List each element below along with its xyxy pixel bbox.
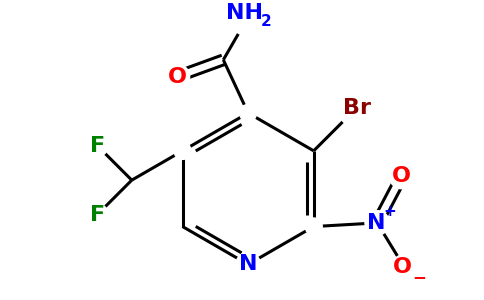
Circle shape [390,164,414,189]
Circle shape [365,211,390,235]
Text: O: O [168,67,187,86]
Text: N: N [367,213,385,233]
Circle shape [174,142,191,159]
Text: F: F [90,136,105,156]
Text: −: − [412,268,425,286]
Text: NH: NH [226,3,263,23]
Text: +: + [383,204,396,219]
Circle shape [86,204,108,226]
Text: N: N [239,254,257,274]
Circle shape [228,0,270,36]
Circle shape [392,255,416,279]
Text: 2: 2 [261,14,272,29]
Circle shape [165,64,190,89]
Text: Br: Br [343,98,371,118]
Text: O: O [392,167,411,187]
Circle shape [305,218,322,235]
Text: O: O [393,257,412,277]
Circle shape [240,104,257,122]
Circle shape [236,252,260,277]
Circle shape [86,135,108,157]
Circle shape [337,88,377,127]
Text: F: F [90,205,105,225]
